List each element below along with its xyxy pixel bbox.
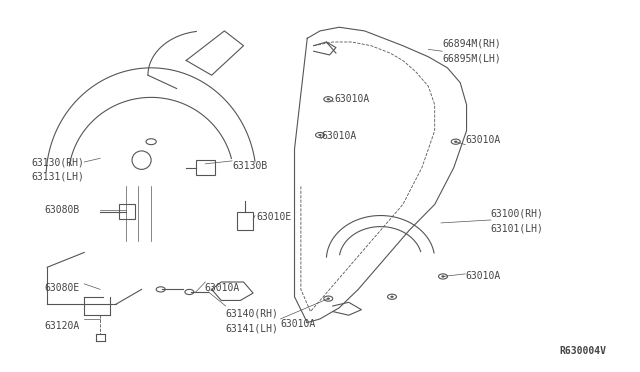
Text: 63080B: 63080B	[45, 205, 80, 215]
Text: 63120A: 63120A	[45, 321, 80, 331]
Circle shape	[391, 296, 394, 298]
Text: 63010E: 63010E	[256, 212, 292, 222]
Text: 63010A: 63010A	[334, 94, 369, 104]
Text: 63010A: 63010A	[465, 272, 500, 282]
Circle shape	[442, 276, 444, 277]
Text: R630004V: R630004V	[559, 346, 606, 356]
Text: 63141(LH): 63141(LH)	[226, 323, 278, 333]
Text: 63101(LH): 63101(LH)	[491, 224, 543, 234]
Text: 66894M(RH): 66894M(RH)	[442, 39, 501, 49]
Text: 63130(RH): 63130(RH)	[31, 157, 84, 167]
Text: 63100(RH): 63100(RH)	[491, 209, 543, 219]
Text: 63140(RH): 63140(RH)	[226, 308, 278, 318]
Text: 63080E: 63080E	[45, 283, 80, 292]
Text: 66895M(LH): 66895M(LH)	[442, 54, 501, 64]
Circle shape	[319, 134, 321, 136]
Circle shape	[327, 298, 330, 299]
Text: 63010A: 63010A	[280, 320, 316, 330]
Text: 63131(LH): 63131(LH)	[31, 172, 84, 182]
Circle shape	[454, 141, 457, 142]
Text: 63130B: 63130B	[232, 161, 268, 171]
Text: 63010A: 63010A	[321, 131, 356, 141]
Text: 63010A: 63010A	[465, 135, 500, 145]
Circle shape	[327, 99, 330, 100]
Text: 63010A: 63010A	[204, 283, 239, 292]
